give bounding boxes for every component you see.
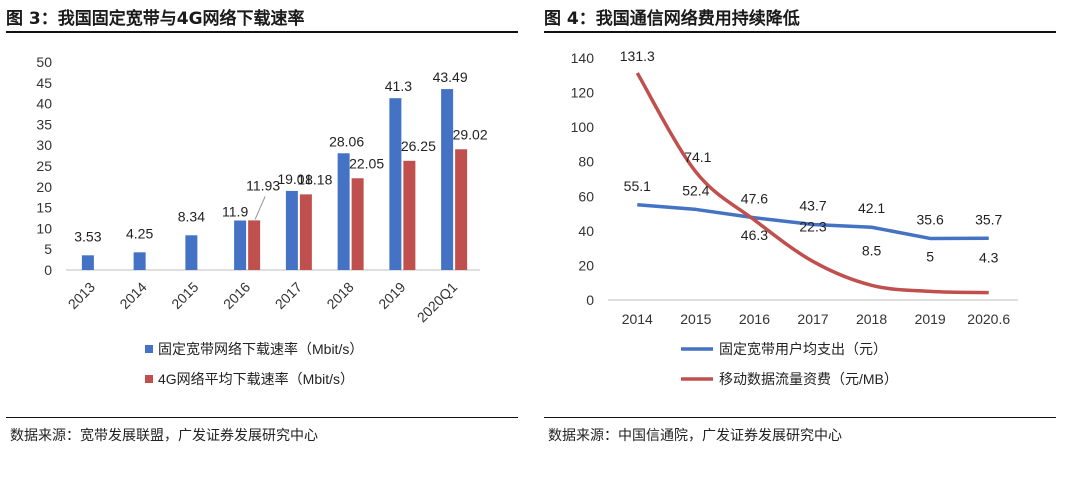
x-tick-label: 2016 bbox=[739, 311, 770, 327]
y-tick-label: 35 bbox=[36, 116, 52, 132]
left-bottom-rule bbox=[6, 417, 518, 418]
data-label: 29.02 bbox=[453, 126, 488, 142]
x-tick-label: 2018 bbox=[323, 279, 356, 312]
data-label: 42.1 bbox=[858, 200, 885, 216]
y-tick-label: 25 bbox=[36, 158, 52, 174]
speed-bar-chart: 0 5 10 15 20 25 30 35 40 45 50 2013 3.53 2014 4.25 2015… bbox=[36, 54, 488, 387]
x-tick-label: 2019 bbox=[375, 279, 408, 312]
data-label: 11.9 bbox=[222, 203, 248, 219]
data-label: 18.18 bbox=[297, 171, 332, 187]
y-tick-label: 20 bbox=[36, 179, 52, 195]
y-tick-label: 120 bbox=[571, 85, 595, 101]
legend-label: 4G网络平均下载速率（Mbit/s） bbox=[158, 371, 354, 387]
x-tick-label: 2017 bbox=[272, 279, 305, 312]
data-label: 55.1 bbox=[624, 178, 651, 194]
data-label: 35.7 bbox=[975, 211, 1002, 227]
legend-label: 固定宽带网络下载速率（Mbit/s） bbox=[158, 341, 363, 357]
data-label: 28.06 bbox=[329, 133, 364, 149]
left-title-rule bbox=[6, 31, 518, 33]
data-label: 5 bbox=[926, 248, 934, 264]
y-tick-label: 0 bbox=[586, 292, 594, 308]
bar bbox=[455, 149, 468, 270]
data-label: 41.3 bbox=[385, 78, 412, 94]
y-tick-label: 40 bbox=[36, 96, 52, 112]
bar bbox=[441, 89, 454, 270]
right-figure-panel: 图 4：我国通信网络费用持续降低 0 20 40 60 80 100 120 140 2014 2… bbox=[538, 0, 1068, 487]
cost-line-chart: 0 20 40 60 80 100 120 140 2014 2015 2016 2017 2018 20… bbox=[571, 48, 1018, 387]
y-tick-label: 5 bbox=[44, 241, 52, 257]
y-tick-label: 45 bbox=[36, 75, 52, 91]
bar bbox=[234, 220, 247, 270]
data-label: 74.1 bbox=[684, 149, 711, 165]
data-label: 43.49 bbox=[433, 69, 468, 85]
bar bbox=[389, 98, 402, 270]
x-tick-label: 2015 bbox=[680, 311, 711, 327]
right-figure-title: 图 4：我国通信网络费用持续降低 bbox=[544, 9, 800, 29]
bar bbox=[81, 255, 94, 270]
left-source-note: 数据来源：宽带发展联盟，广发证券发展研究中心 bbox=[10, 428, 318, 444]
y-tick-label: 10 bbox=[36, 220, 52, 236]
data-label: 43.7 bbox=[799, 197, 826, 213]
data-label: 26.25 bbox=[401, 138, 436, 154]
bar bbox=[351, 178, 364, 270]
x-tick-label: 2017 bbox=[797, 311, 828, 327]
bar bbox=[299, 194, 312, 270]
right-bottom-rule bbox=[544, 417, 1056, 418]
y-tick-label: 80 bbox=[578, 154, 594, 170]
bar bbox=[185, 235, 198, 270]
series-line bbox=[637, 203, 989, 241]
data-label: 46.3 bbox=[741, 227, 768, 243]
bar bbox=[133, 252, 146, 270]
right-source-note: 数据来源：中国信通院，广发证券发展研究中心 bbox=[548, 428, 842, 444]
data-label: 3.53 bbox=[74, 228, 101, 244]
data-label: 22.05 bbox=[349, 155, 384, 171]
x-tick-label: 2020.6 bbox=[967, 311, 1010, 327]
left-figure-panel: 图 3：我国固定宽带与4G网络下载速率 0 5 10 15 20 25 30 35 40 45 50… bbox=[0, 0, 520, 487]
y-tick-label: 100 bbox=[571, 119, 595, 135]
x-tick-label: 2016 bbox=[220, 279, 253, 312]
x-tick-label: 2014 bbox=[116, 279, 149, 312]
legend-label: 移动数据流量资费（元/MB） bbox=[719, 371, 898, 387]
x-tick-label: 2019 bbox=[915, 311, 946, 327]
y-tick-label: 30 bbox=[36, 137, 52, 153]
x-tick-label: 2018 bbox=[856, 311, 887, 327]
x-tick-label: 2013 bbox=[65, 279, 98, 312]
y-tick-label: 15 bbox=[36, 200, 52, 216]
data-label: 11.93 bbox=[246, 177, 280, 193]
data-label-leader bbox=[254, 196, 266, 220]
left-figure-title: 图 3：我国固定宽带与4G网络下载速率 bbox=[6, 9, 305, 29]
data-label: 47.6 bbox=[741, 191, 768, 207]
series-line bbox=[635, 72, 989, 295]
y-tick-label: 50 bbox=[36, 54, 52, 70]
y-tick-label: 60 bbox=[578, 188, 594, 204]
data-label: 52.4 bbox=[682, 182, 709, 198]
data-label: 8.5 bbox=[862, 242, 882, 258]
data-label: 131.3 bbox=[620, 48, 655, 64]
y-tick-label: 0 bbox=[44, 262, 52, 278]
bar bbox=[337, 153, 350, 270]
y-tick-label: 20 bbox=[578, 257, 594, 273]
bar bbox=[403, 160, 416, 270]
legend-swatch bbox=[145, 375, 153, 383]
data-label: 22.3 bbox=[799, 218, 826, 234]
legend-label: 固定宽带用户均支出（元） bbox=[719, 341, 887, 357]
data-label: 35.6 bbox=[917, 211, 944, 227]
x-tick-label: 2020Q1 bbox=[414, 279, 461, 326]
data-label: 19.01 bbox=[277, 171, 312, 187]
data-label: 8.34 bbox=[178, 208, 205, 224]
y-tick-label: 140 bbox=[571, 50, 595, 66]
right-title-rule bbox=[544, 31, 1056, 33]
data-label: 4.3 bbox=[979, 250, 999, 266]
data-label: 4.25 bbox=[126, 225, 153, 241]
bar bbox=[285, 190, 298, 270]
legend-swatch bbox=[145, 345, 153, 353]
x-tick-label: 2015 bbox=[168, 279, 201, 312]
y-tick-label: 40 bbox=[578, 223, 594, 239]
x-tick-label: 2014 bbox=[622, 311, 653, 327]
bar bbox=[248, 220, 261, 270]
